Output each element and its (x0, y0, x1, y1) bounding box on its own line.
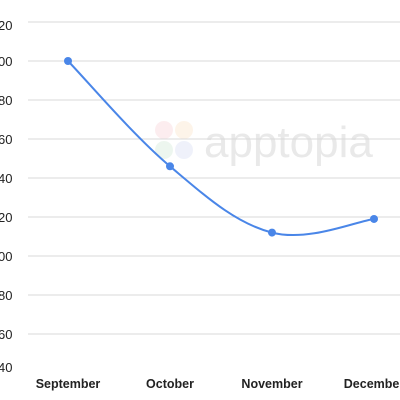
x-tick-label: November (241, 377, 302, 391)
data-points (64, 57, 378, 237)
apptopia-watermark: apptopia (155, 118, 373, 167)
apptopia-logo-icon (155, 121, 193, 159)
series-lines (67, 60, 375, 237)
y-axis-tick-labels: 20 00 80 60 40 20 00 80 60 40 (0, 18, 12, 375)
x-axis-tick-labels: September October November December (36, 377, 400, 391)
gridlines (28, 21, 400, 335)
y-tick-label: 60 (0, 327, 12, 342)
data-point (166, 162, 174, 171)
data-point (64, 57, 72, 65)
data-point (370, 214, 378, 223)
y-tick-label: 60 (0, 132, 12, 147)
data-point (268, 228, 276, 237)
y-tick-label: 40 (0, 171, 12, 186)
y-tick-label: 00 (0, 249, 12, 264)
x-tick-label: December (344, 377, 400, 391)
y-tick-label: 00 (0, 54, 12, 69)
y-tick-label: 20 (0, 210, 12, 225)
y-tick-label: 80 (0, 93, 12, 108)
watermark-text: apptopia (204, 118, 373, 167)
x-tick-label: September (36, 377, 101, 391)
series-line (67, 60, 375, 237)
y-tick-label: 40 (0, 360, 12, 375)
y-tick-label: 20 (0, 18, 12, 33)
x-tick-label: October (146, 377, 194, 391)
y-tick-label: 80 (0, 288, 12, 303)
